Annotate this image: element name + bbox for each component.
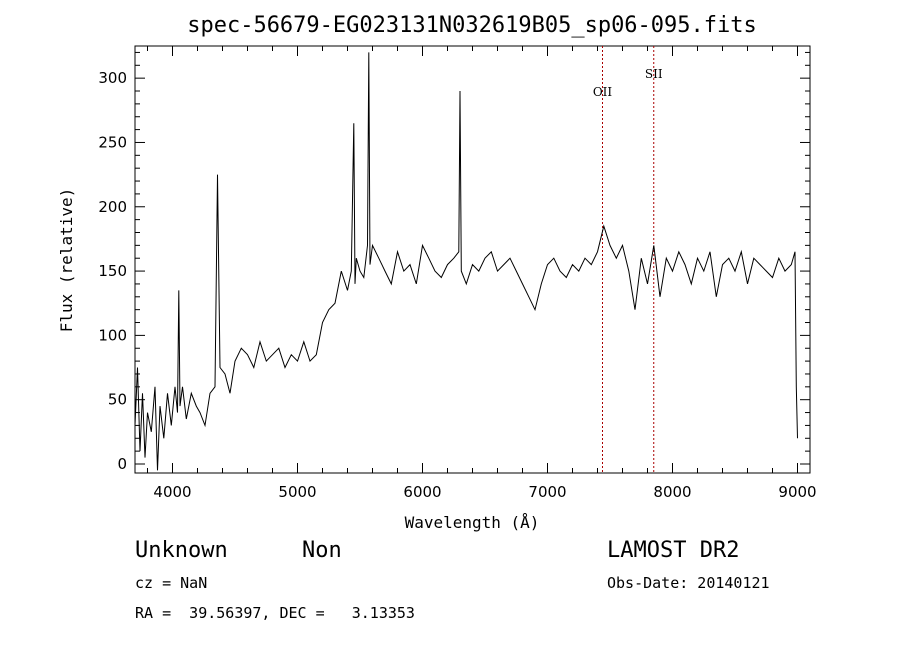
spectral-line-label: SII — [645, 67, 663, 81]
x-tick-label: 9000 — [778, 483, 816, 501]
x-axis: 4000 5000 6000 7000 8000 9000 — [147, 46, 817, 501]
y-tick-label: 50 — [108, 391, 127, 409]
chart-title: spec-56679-EG023131N032619B05_sp06-095.f… — [187, 13, 757, 38]
spectral-line-markers: OII SII — [593, 46, 663, 473]
spectrum-series-line — [134, 52, 798, 471]
subclass-label: Non — [302, 538, 342, 563]
y-tick-label: 0 — [117, 455, 127, 473]
y-axis-label: Flux (relative) — [57, 188, 76, 333]
survey-label: LAMOST DR2 — [607, 538, 740, 563]
x-axis-label: Wavelength (Å) — [405, 513, 540, 532]
x-tick-label: 7000 — [528, 483, 566, 501]
x-tick-label: 5000 — [278, 483, 316, 501]
class-label: Unknown — [135, 538, 228, 563]
y-tick-label: 150 — [98, 262, 127, 280]
obs-date: Obs-Date: 20140121 — [607, 574, 770, 592]
plot-frame — [134, 45, 811, 474]
redshift-cz: cz = NaN — [135, 574, 208, 592]
y-axis: 0 50 100 150 200 250 300 — [98, 51, 810, 473]
ra-dec: RA = 39.56397, DEC = 3.13353 — [135, 604, 415, 622]
x-tick-label: 4000 — [153, 483, 191, 501]
y-tick-label: 100 — [98, 326, 127, 344]
y-tick-label: 200 — [98, 198, 127, 216]
spectral-line-label: OII — [593, 85, 613, 99]
y-tick-label: 300 — [98, 69, 127, 87]
y-tick-label: 250 — [98, 133, 127, 151]
x-tick-label: 8000 — [653, 483, 691, 501]
x-tick-label: 6000 — [403, 483, 441, 501]
